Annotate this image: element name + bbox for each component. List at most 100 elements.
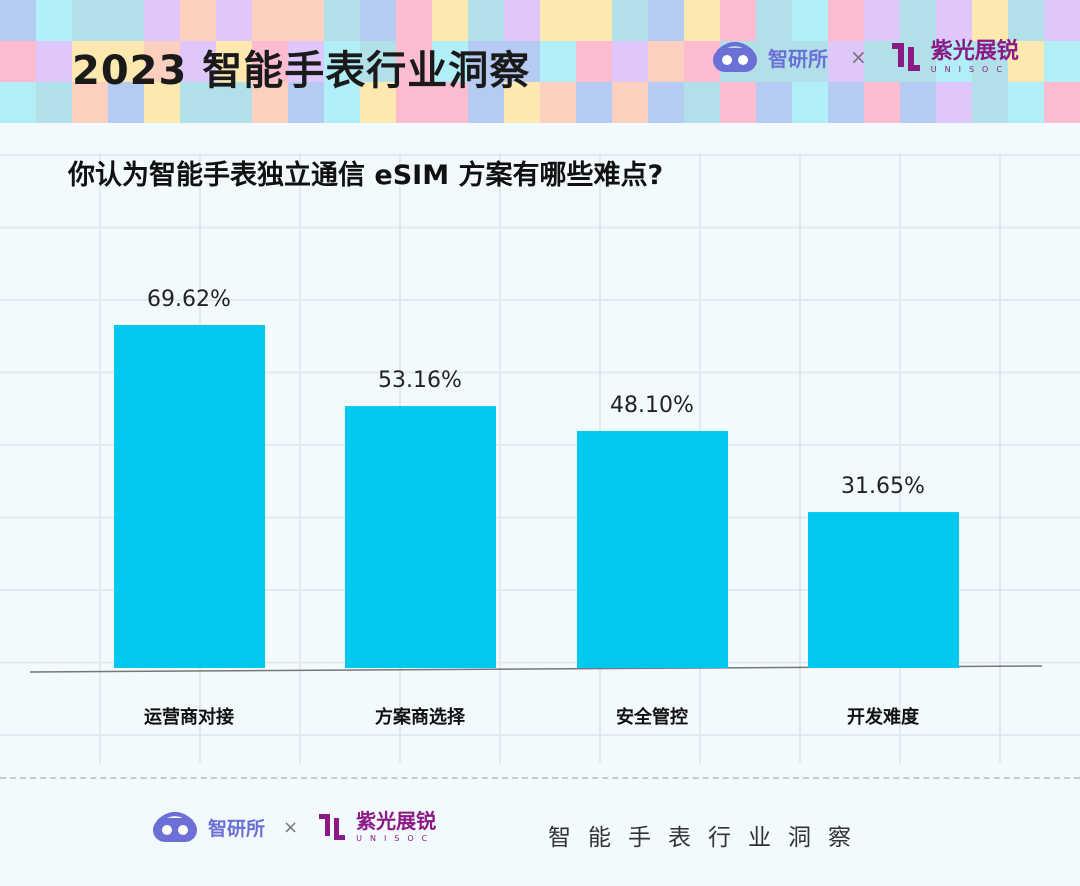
mosaic-tile — [1044, 0, 1080, 41]
data-label: 53.16% — [378, 368, 462, 393]
unisoc-logo-subtext: UNISOC — [356, 833, 436, 843]
footer-logos: 智研所 × 紫光展锐 UNISOC — [150, 810, 436, 844]
mosaic-tile — [144, 0, 180, 41]
mosaic-tile — [1044, 41, 1080, 82]
zhiyan-logo-icon — [153, 812, 197, 842]
unisoc-logo-text: 紫光展锐 — [930, 39, 1019, 64]
zhiyan-logo-text: 智研所 — [208, 817, 266, 840]
zhiyan-logo-icon — [713, 42, 757, 73]
mosaic-tile — [504, 41, 540, 82]
category-label: 方案商选择 — [375, 706, 466, 728]
mosaic-tile — [972, 82, 1008, 123]
bar — [808, 512, 959, 668]
mosaic-tile — [108, 82, 144, 123]
mosaic-tile — [828, 41, 864, 82]
mosaic-tile — [180, 0, 216, 41]
mosaic-tile — [684, 0, 720, 41]
collab-x: × — [283, 816, 299, 838]
mosaic-tile — [396, 0, 432, 41]
mosaic-tile — [432, 41, 468, 82]
bar — [114, 325, 265, 668]
mosaic-tile — [288, 41, 324, 82]
mosaic-tile — [360, 0, 396, 41]
mosaic-tile — [540, 82, 576, 123]
mosaic-tile — [432, 82, 468, 123]
footer-title: 智能手表行业洞察 — [548, 825, 868, 851]
mosaic-tile — [900, 82, 936, 123]
mosaic-tile — [36, 82, 72, 123]
mosaic-tile — [468, 82, 504, 123]
mosaic-tile — [252, 82, 288, 123]
category-label: 安全管控 — [616, 706, 688, 728]
mosaic-tile — [792, 82, 828, 123]
divider — [0, 777, 1080, 779]
collab-x: × — [850, 45, 867, 70]
mosaic-tile — [756, 41, 792, 82]
mosaic-tile — [144, 82, 180, 123]
mosaic-tile — [612, 82, 648, 123]
mosaic-tile — [576, 41, 612, 82]
mosaic-tile — [756, 82, 792, 123]
mosaic-tile — [396, 82, 432, 123]
mosaic-tile — [72, 0, 108, 41]
mosaic-tile — [720, 82, 756, 123]
zhiyan-logo-text: 智研所 — [768, 46, 828, 71]
mosaic-tile — [648, 0, 684, 41]
chart-title: 你认为智能手表独立通信 eSIM 方案有哪些难点? — [68, 160, 664, 191]
mosaic-tile — [1008, 41, 1044, 82]
mosaic-tile — [828, 82, 864, 123]
bar — [577, 431, 728, 668]
mosaic-tile — [36, 41, 72, 82]
mosaic-tile — [144, 41, 180, 82]
category-label: 运营商对接 — [144, 706, 234, 728]
data-label: 31.65% — [841, 474, 925, 499]
mosaic-tile — [180, 41, 216, 82]
mosaic-tile — [684, 82, 720, 123]
mosaic-tile — [108, 41, 144, 82]
mosaic-tile — [504, 82, 540, 123]
page-title: 2023 智能手表行业洞察 — [72, 48, 531, 94]
mosaic-tile — [180, 82, 216, 123]
category-label: 开发难度 — [847, 706, 920, 728]
mosaic-tile — [972, 41, 1008, 82]
unisoc-logo-icon — [319, 814, 346, 840]
mosaic-tile — [432, 0, 468, 41]
unisoc-logo-text: 紫光展锐 — [356, 808, 437, 833]
header-mosaic-background — [0, 0, 1080, 123]
mosaic-tile — [324, 0, 360, 41]
mosaic-tile — [756, 0, 792, 41]
mosaic-tile — [792, 41, 828, 82]
mosaic-tile — [324, 82, 360, 123]
mosaic-tile — [108, 0, 144, 41]
mosaic-tile — [468, 41, 504, 82]
mosaic-tile — [576, 82, 612, 123]
mosaic-tile — [972, 0, 1008, 41]
mosaic-tile — [828, 0, 864, 41]
mosaic-tile — [1008, 82, 1044, 123]
mosaic-tile — [288, 0, 324, 41]
mosaic-tile — [576, 0, 612, 41]
mosaic-tile — [396, 41, 432, 82]
mosaic-tile — [216, 41, 252, 82]
mosaic-tile — [720, 0, 756, 41]
mosaic-tile — [504, 0, 540, 41]
mosaic-tile — [936, 0, 972, 41]
mosaic-tile — [0, 41, 36, 82]
mosaic-tile — [612, 0, 648, 41]
mosaic-tile — [252, 41, 288, 82]
mosaic-tile — [1008, 0, 1044, 41]
bar-chart: 69.62% 运营商对接 53.16% 方案商选择 48.10% 安全管控 31.65% 开发… — [29, 287, 1043, 728]
mosaic-tile — [216, 82, 252, 123]
bar — [345, 406, 496, 668]
unisoc-logo: 紫光展锐 UNISOC — [356, 808, 437, 844]
mosaic-tile — [936, 41, 972, 82]
mosaic-tile — [936, 82, 972, 123]
unisoc-logo-subtext: UNISOC — [930, 65, 1010, 75]
data-label: 69.62% — [147, 287, 231, 312]
mosaic-tile — [72, 41, 108, 82]
header-logos: 智研所 × 紫光展锐 UNISOC — [710, 40, 1019, 75]
mosaic-tile — [540, 41, 576, 82]
mosaic-tile — [900, 41, 936, 82]
mosaic-tile — [252, 0, 288, 41]
mosaic-tile — [1044, 82, 1080, 123]
